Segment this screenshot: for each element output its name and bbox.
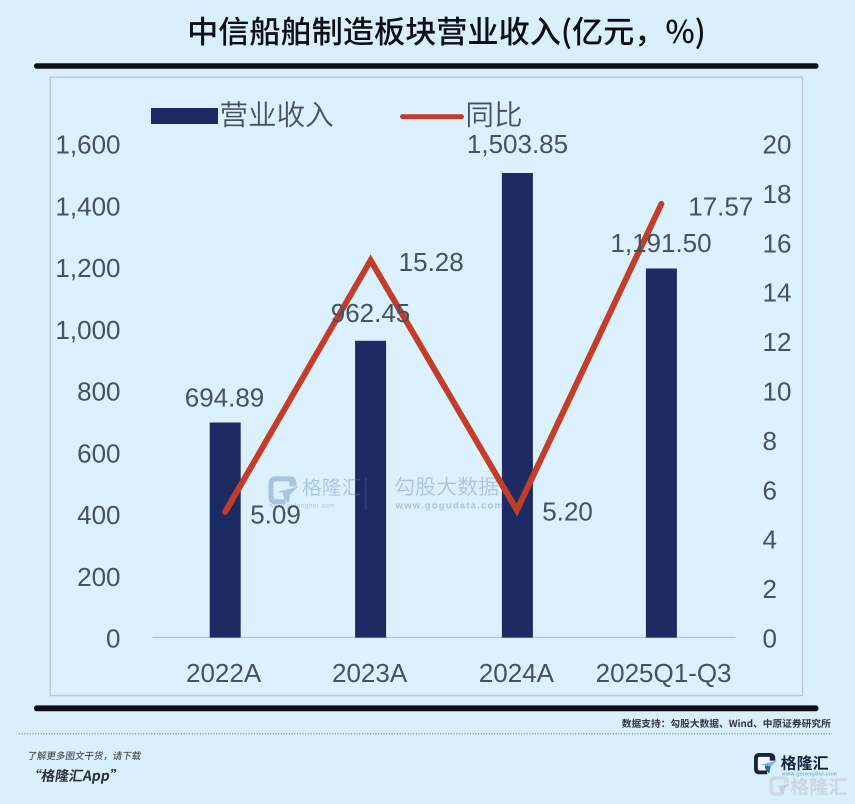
svg-text:8: 8 [763, 426, 777, 456]
svg-text:400: 400 [77, 500, 120, 530]
svg-text:14: 14 [763, 278, 792, 308]
svg-text:10: 10 [763, 377, 792, 407]
svg-text:2023A: 2023A [332, 658, 408, 688]
svg-text:600: 600 [77, 438, 120, 468]
svg-text:www.gelonghui.com: www.gelonghui.com [781, 771, 837, 777]
svg-text:800: 800 [77, 377, 120, 407]
svg-text:5.20: 5.20 [542, 497, 593, 527]
svg-text:5.09: 5.09 [250, 499, 301, 529]
svg-text:2024A: 2024A [479, 658, 555, 688]
svg-text:1,600: 1,600 [55, 130, 120, 160]
svg-text:200: 200 [77, 562, 120, 592]
svg-text:0: 0 [106, 624, 120, 654]
svg-text:0: 0 [763, 624, 777, 654]
svg-text:1,400: 1,400 [55, 191, 120, 221]
svg-text:694.89: 694.89 [185, 383, 265, 413]
svg-text:6: 6 [763, 475, 777, 505]
svg-text:1,191.50: 1,191.50 [610, 228, 711, 258]
svg-text:15.28: 15.28 [399, 247, 464, 277]
svg-text:962.45: 962.45 [331, 298, 411, 328]
svg-text:12: 12 [763, 327, 792, 357]
svg-text:2025Q1-Q3: 2025Q1-Q3 [596, 658, 732, 688]
svg-text:4: 4 [763, 525, 777, 555]
svg-text:www.gelonghui.com: www.gelonghui.com [268, 503, 335, 510]
svg-text:2: 2 [763, 574, 777, 604]
svg-text:www.gogudata.com: www.gogudata.com [395, 501, 505, 512]
svg-text:20: 20 [763, 130, 792, 160]
svg-text:16: 16 [763, 228, 792, 258]
svg-text:2022A: 2022A [186, 658, 262, 688]
svg-text:1,503.85: 1,503.85 [467, 129, 568, 159]
svg-text:17.57: 17.57 [688, 191, 753, 221]
svg-text:18: 18 [763, 179, 792, 209]
svg-text:1,200: 1,200 [55, 253, 120, 283]
svg-text:1,000: 1,000 [55, 315, 120, 345]
